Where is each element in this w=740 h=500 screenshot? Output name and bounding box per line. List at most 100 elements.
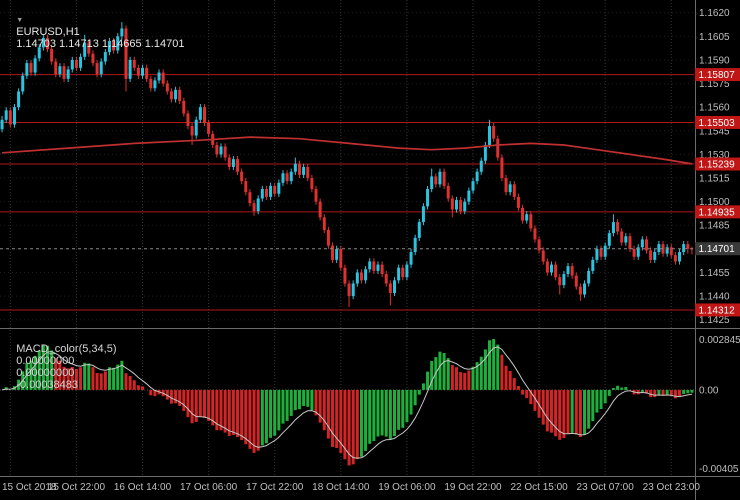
candle [591,256,595,275]
price-level-badge[interactable]: 1.14312 [695,303,740,317]
candle [669,244,673,259]
macd-bar [99,373,103,390]
price-level-badge[interactable]: 1.15503 [695,115,740,129]
macd-bar [397,389,401,430]
macd-bar [132,380,136,390]
macd-bar [438,351,442,390]
candle [244,178,248,196]
macd-bar [384,389,388,437]
candle [488,119,492,149]
candle [293,157,297,175]
macd-bar [657,389,661,395]
macd-bar [583,389,587,435]
candle [91,50,95,67]
candle [578,283,582,301]
candle [549,261,553,276]
candle [112,37,116,54]
macd-bar [376,389,380,437]
macd-bar [463,372,467,390]
macd-bar [620,387,624,390]
candle [475,168,479,185]
candle [240,168,244,185]
candle [50,45,54,65]
macd-bar [174,389,178,404]
macd-bar [401,389,405,428]
candle [533,225,537,243]
candle [107,37,111,56]
price-axis-label: 1.1575 [699,79,730,90]
moving-average-line[interactable] [2,136,693,165]
candle [351,280,355,300]
macd-bar [372,389,376,441]
candle [66,66,70,82]
candle [682,240,686,256]
candle [483,141,487,164]
macd-bar [293,389,297,411]
candle [516,193,520,212]
macd-bar [562,389,566,439]
candle [165,80,169,95]
candle [124,25,128,92]
price-level-badge[interactable]: 1.15239 [695,157,740,171]
price-axis-label: 1.1425 [699,315,730,326]
macd-bar [215,389,219,431]
macd-bar [417,389,421,395]
time-axis-label: 15 Oct 22:00 [48,482,106,493]
candle [628,233,632,253]
candle [302,163,306,179]
macd-bar [570,389,574,433]
candle [58,63,62,78]
candle [273,182,277,197]
macd-bar [516,385,520,390]
candle [277,179,281,197]
price-axis[interactable]: 1.1620 1.1605 1.1590 1.1575 1.1560 1.1545 1.15… [699,8,730,326]
macd-bar [87,363,91,390]
macd-bar [273,389,277,436]
macd-bar [479,356,483,390]
macd-bar [264,389,268,444]
price-level-badge[interactable]: 1.15807 [695,68,740,82]
candle [120,22,124,40]
candle [616,218,620,235]
macd-bar [669,389,673,396]
level-lines-layer[interactable] [0,74,694,311]
macd-bar [277,389,281,431]
candle [521,204,525,224]
macd-bar [207,389,211,421]
macd-bar [508,370,512,390]
candle [128,56,132,82]
candle [186,110,190,130]
macd-bar [223,389,227,433]
price-level-badge[interactable]: 1.14935 [695,205,740,219]
macd-bar [686,389,690,394]
macd-bar [339,389,343,453]
candle [644,236,648,254]
candle [339,245,343,271]
time-axis-label: 18 Oct 14:00 [312,482,370,493]
macd-bar [624,386,628,390]
price-axis-label: 1.1485 [699,221,730,232]
candle [624,233,628,246]
price-axis-label: 1.1605 [699,32,730,43]
candle [413,234,417,256]
time-axis-label: 23 Oct 23:00 [643,482,701,493]
macd-value-current: -0.00038483 [16,379,79,391]
candle [281,170,285,186]
candle [178,86,182,105]
macd-bar [302,389,306,407]
macd-signal-line [1,346,692,459]
time-axis-label: 15 Oct 2018 [2,482,57,493]
macd-bar [95,373,99,390]
macd-axis-top-label: 0.002845 [699,335,740,346]
macd-axis[interactable]: 0.002845 0.00 -0.00405 [699,335,740,475]
candle [434,173,438,188]
macd-bar [141,386,145,390]
macd-bar [640,389,644,392]
candle [194,116,198,139]
price-axis-label: 1.1560 [699,103,730,114]
macd-bar [682,389,686,394]
candle [545,258,549,276]
macd-bar [653,389,657,398]
